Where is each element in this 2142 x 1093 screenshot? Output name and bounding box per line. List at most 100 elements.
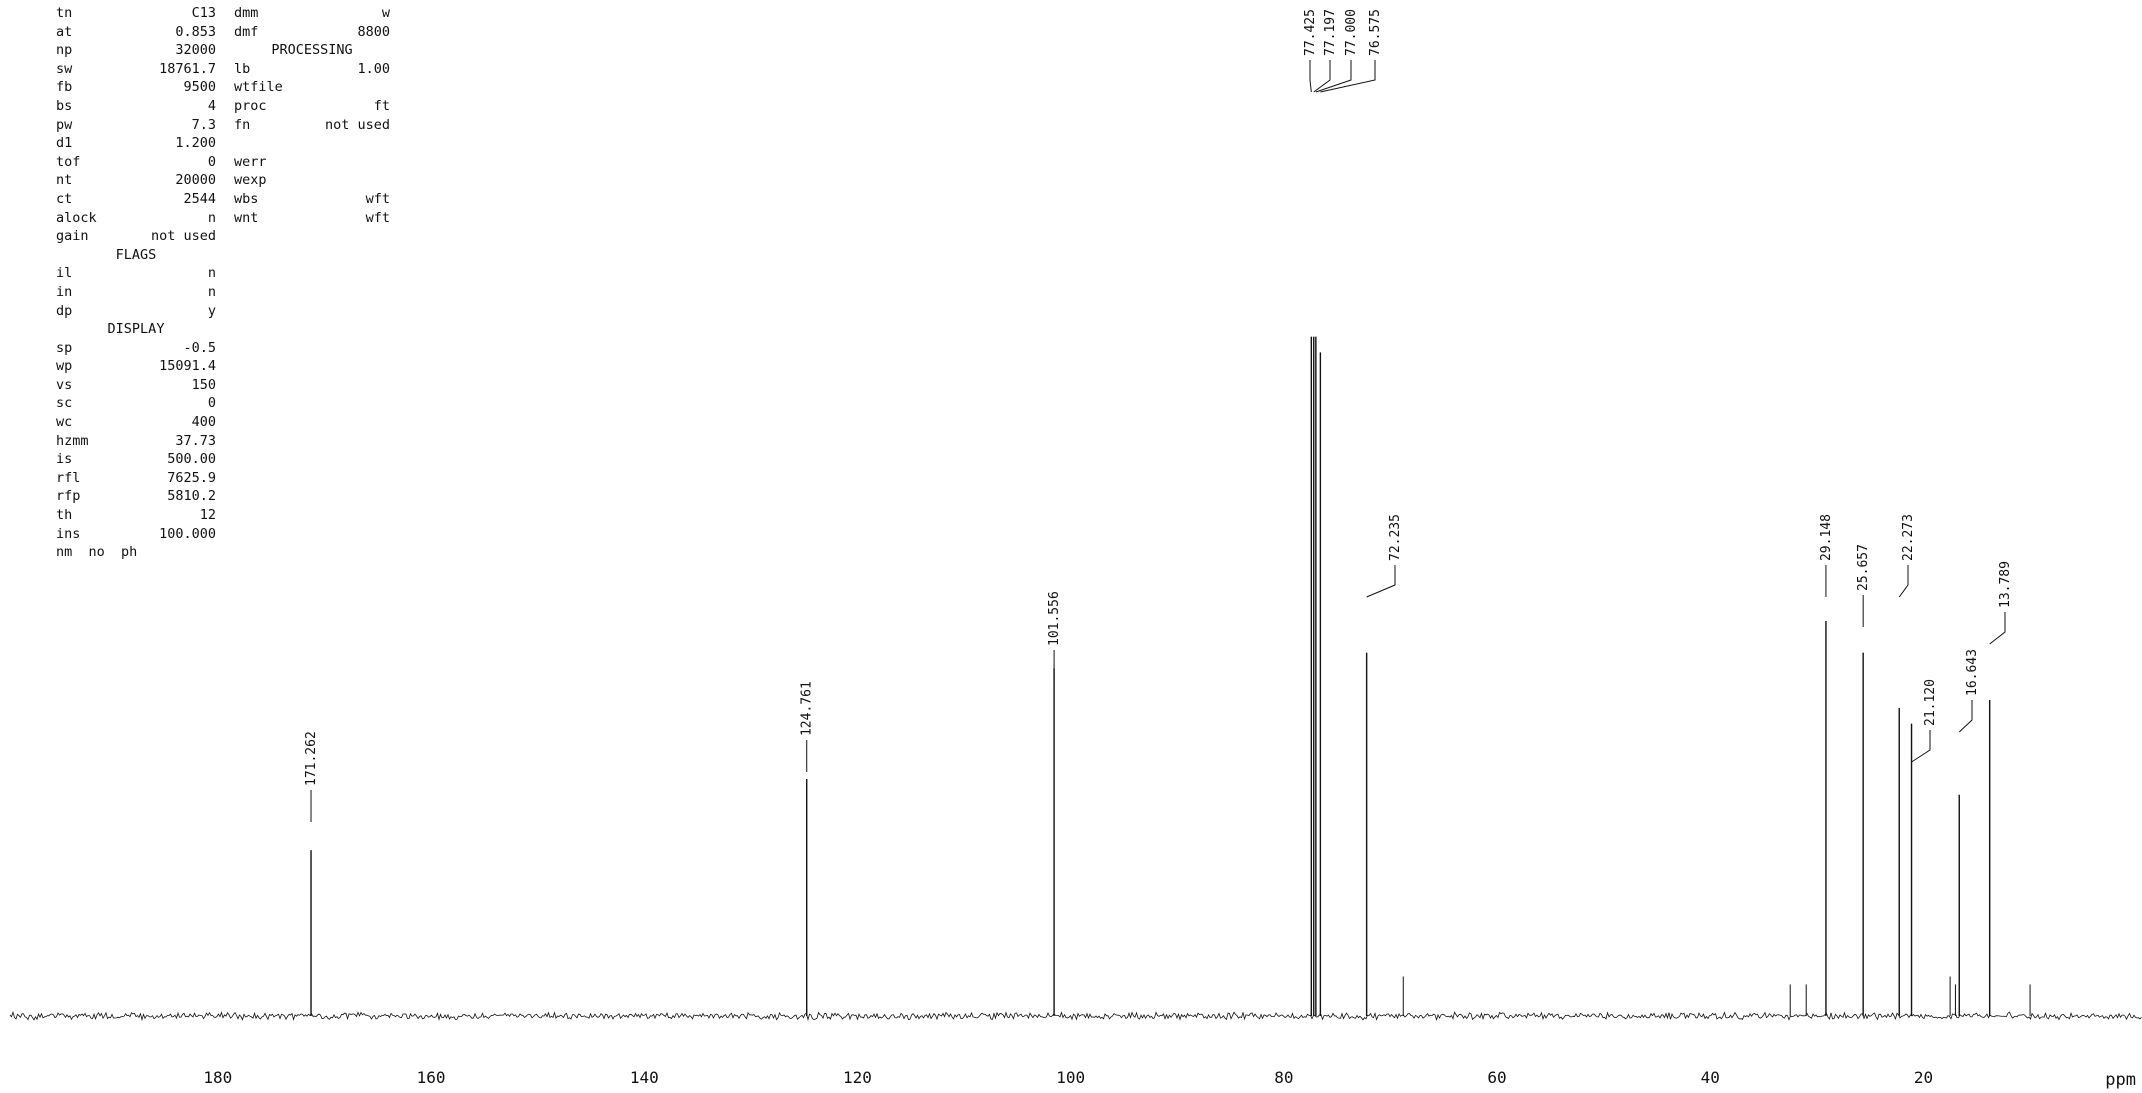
parameter-value: w: [381, 5, 390, 21]
parameter-row: wexp: [234, 171, 390, 190]
x-tick-label: 180: [203, 1068, 232, 1087]
parameter-key: hzmm: [56, 432, 89, 449]
x-tick-label: 80: [1274, 1068, 1293, 1087]
parameter-key: rfp: [56, 488, 81, 505]
parameter-value: not used: [324, 116, 390, 133]
peak-label: 124.761: [800, 681, 815, 736]
parameter-key: alock: [56, 209, 97, 226]
parameter-row: gain not used: [56, 227, 216, 246]
parameter-row: wnt wft: [234, 209, 390, 228]
parameter-key: fb: [56, 79, 73, 96]
parameter-key: wp: [56, 358, 73, 375]
parameter-value: n: [207, 209, 216, 226]
parameter-key: wnt: [234, 209, 259, 226]
peak-label: 77.425: [1303, 9, 1318, 56]
parameter-key: dp: [56, 302, 73, 319]
parameter-key: rfl: [56, 469, 81, 486]
parameter-value: 2544: [183, 190, 216, 207]
parameter-row: vs 150: [56, 376, 216, 395]
parameter-value: wft: [365, 209, 390, 226]
peak-label: 77.000: [1344, 9, 1359, 56]
parameter-row: sp -0.5: [56, 339, 216, 358]
peak-leader: [1315, 60, 1352, 93]
parameter-key: ct: [56, 190, 73, 207]
parameter-row: ct 2544: [56, 190, 216, 209]
parameter-key: is: [56, 451, 73, 468]
parameter-key: at: [56, 23, 73, 40]
parameter-value: 37.73: [175, 432, 216, 449]
parameter-value: 500.00: [167, 451, 216, 468]
peak-label: 22.273: [1901, 514, 1916, 561]
parameter-row: wbs wft: [234, 190, 390, 209]
peak-label: 25.657: [1856, 544, 1871, 591]
parameter-value: y: [207, 302, 216, 319]
parameter-value: 20000: [175, 172, 216, 189]
parameter-row: il n: [56, 264, 216, 283]
parameter-row: alock n: [56, 209, 216, 228]
parameter-row: np 32000: [56, 41, 216, 60]
peak-leader: [1898, 565, 1909, 598]
parameter-key: np: [56, 42, 73, 59]
peak-leader: [1320, 60, 1376, 93]
parameter-value: wft: [365, 190, 390, 207]
parameter-value: 0: [207, 395, 216, 412]
section-heading: DISPLAY: [107, 321, 165, 338]
parameter-key: fn: [234, 116, 251, 133]
parameter-key: bs: [56, 97, 73, 114]
parameter-value: ft: [373, 97, 390, 114]
peak-label: 101.556: [1047, 591, 1062, 646]
parameter-row: hzmm 37.73: [56, 432, 216, 451]
parameter-value: 0.853: [175, 23, 216, 40]
parameter-key: dmf: [234, 23, 259, 40]
parameter-row: bs 4: [56, 97, 216, 116]
parameter-key: lb: [234, 60, 251, 77]
parameter-key: gain: [56, 228, 89, 245]
parameter-key: ins: [56, 525, 81, 542]
parameter-value: 7.3: [191, 116, 216, 133]
x-tick-label: 120: [843, 1068, 872, 1087]
parameter-value: 18761.7: [159, 60, 216, 77]
parameter-key: il: [56, 265, 73, 282]
peak-label: 21.120: [1923, 679, 1938, 726]
parameter-row: fn not used: [234, 116, 390, 135]
parameter-value: 4: [207, 97, 216, 114]
parameter-row: in n: [56, 283, 216, 302]
parameter-row: nm no ph: [56, 543, 216, 562]
peak-label: 76.575: [1368, 9, 1383, 56]
parameter-row: nt 20000: [56, 171, 216, 190]
parameter-row: ins 100.000: [56, 525, 216, 544]
parameter-key: werr: [234, 153, 267, 170]
parameter-key: proc: [234, 97, 267, 114]
parameter-value: n: [207, 265, 216, 282]
parameter-row: pw 7.3: [56, 116, 216, 135]
parameter-value: 12: [199, 507, 216, 524]
peak-label: 72.235: [1388, 514, 1403, 561]
parameter-key: dmm: [234, 5, 259, 21]
x-axis-label: ppm: [2105, 1070, 2136, 1090]
peak-leader: [1911, 723, 1931, 763]
parameter-row: werr: [234, 153, 390, 172]
parameter-row: sw 18761.7: [56, 60, 216, 79]
x-tick-label: 60: [1487, 1068, 1506, 1087]
x-tick-label: 40: [1701, 1068, 1720, 1087]
parameter-row: rfp 5810.2: [56, 487, 216, 506]
peak-leader: [1366, 565, 1396, 598]
parameter-value: 15091.4: [159, 358, 216, 375]
parameter-key: pw: [56, 116, 73, 133]
parameter-row: dp y: [56, 302, 216, 321]
parameter-row: at 0.853: [56, 23, 216, 42]
parameter-key: wbs: [234, 190, 259, 207]
peak-label: 171.262: [304, 731, 319, 786]
parameter-row: proc ft: [234, 97, 390, 116]
peak-label: 77.197: [1323, 9, 1338, 56]
peak-leader: [1309, 60, 1312, 93]
parameter-key: sc: [56, 395, 73, 412]
peak-label: 16.643: [1965, 649, 1980, 696]
parameter-key: in: [56, 283, 73, 300]
parameter-value: n: [207, 283, 216, 300]
parameter-row: d1 1.200: [56, 134, 216, 153]
parameter-key: nm no ph: [56, 544, 138, 561]
parameter-row: tn C13: [56, 4, 216, 23]
parameter-value: 5810.2: [167, 488, 216, 505]
